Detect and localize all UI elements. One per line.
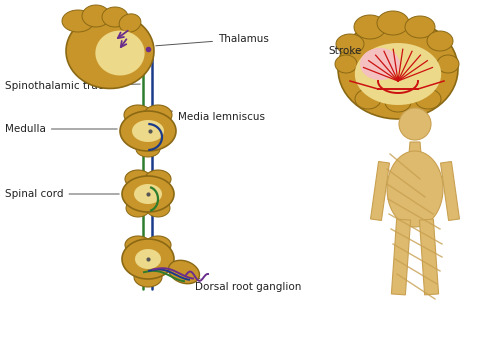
Polygon shape: [136, 141, 160, 157]
Polygon shape: [370, 161, 390, 220]
Polygon shape: [135, 249, 161, 269]
Polygon shape: [338, 19, 458, 119]
Polygon shape: [387, 151, 443, 227]
Polygon shape: [336, 34, 364, 54]
Polygon shape: [409, 142, 421, 154]
Polygon shape: [96, 31, 144, 76]
Polygon shape: [145, 170, 171, 188]
Polygon shape: [437, 55, 459, 73]
Polygon shape: [146, 199, 170, 217]
Polygon shape: [82, 5, 110, 27]
Polygon shape: [120, 111, 176, 151]
Polygon shape: [66, 14, 154, 88]
Polygon shape: [126, 199, 150, 217]
Polygon shape: [354, 15, 386, 39]
Polygon shape: [122, 176, 174, 212]
Polygon shape: [124, 105, 152, 125]
Polygon shape: [415, 89, 441, 109]
Text: Dorsal root ganglion: Dorsal root ganglion: [180, 276, 302, 292]
Polygon shape: [168, 260, 200, 284]
Polygon shape: [144, 105, 172, 125]
Circle shape: [399, 108, 431, 140]
Polygon shape: [119, 14, 141, 32]
Text: Spinothalamic tract: Spinothalamic tract: [5, 81, 140, 91]
Polygon shape: [134, 267, 162, 287]
Polygon shape: [405, 16, 435, 38]
Polygon shape: [355, 89, 381, 109]
Polygon shape: [360, 48, 400, 80]
Text: Media lemniscus: Media lemniscus: [157, 109, 265, 122]
Polygon shape: [132, 120, 164, 142]
Polygon shape: [122, 239, 174, 279]
Polygon shape: [125, 170, 151, 188]
Polygon shape: [355, 43, 441, 105]
Text: Stroke: Stroke: [328, 46, 376, 62]
Polygon shape: [440, 161, 460, 220]
Polygon shape: [134, 184, 162, 204]
Polygon shape: [62, 10, 94, 32]
Text: Spinal cord: Spinal cord: [5, 189, 119, 199]
Polygon shape: [335, 55, 357, 73]
Polygon shape: [125, 236, 151, 254]
Polygon shape: [392, 219, 410, 295]
Polygon shape: [385, 92, 411, 112]
Text: Medulla: Medulla: [5, 124, 117, 134]
Polygon shape: [145, 236, 171, 254]
Polygon shape: [427, 31, 453, 51]
Polygon shape: [420, 219, 438, 295]
Polygon shape: [377, 11, 409, 35]
Polygon shape: [102, 7, 128, 27]
Text: Thalamus: Thalamus: [156, 34, 269, 46]
